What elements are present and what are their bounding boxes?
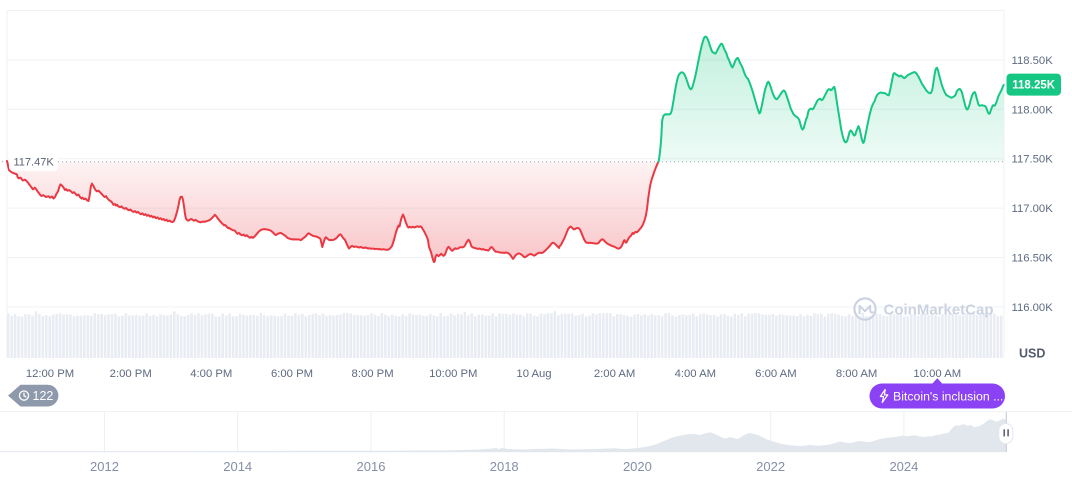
svg-text:Bitcoin's inclusion ...: Bitcoin's inclusion ...	[893, 390, 1003, 404]
svg-text:12:00 PM: 12:00 PM	[26, 368, 74, 380]
svg-text:10:00 AM: 10:00 AM	[913, 368, 961, 380]
svg-text:USD: USD	[1019, 347, 1045, 361]
svg-text:2:00 AM: 2:00 AM	[594, 368, 635, 380]
svg-text:118.50K: 118.50K	[1012, 55, 1054, 67]
svg-text:116.00K: 116.00K	[1012, 302, 1054, 314]
svg-text:122: 122	[33, 389, 54, 403]
svg-text:6:00 PM: 6:00 PM	[271, 368, 313, 380]
svg-text:6:00 AM: 6:00 AM	[755, 368, 796, 380]
svg-text:2022: 2022	[756, 459, 785, 474]
svg-text:2012: 2012	[90, 459, 119, 474]
svg-text:117.50K: 117.50K	[1012, 154, 1054, 166]
svg-text:4:00 AM: 4:00 AM	[675, 368, 716, 380]
svg-text:2018: 2018	[490, 459, 519, 474]
svg-text:2016: 2016	[357, 459, 386, 474]
svg-text:2024: 2024	[889, 459, 918, 474]
svg-text:2020: 2020	[623, 459, 652, 474]
svg-text:118.00K: 118.00K	[1012, 104, 1054, 116]
svg-text:117.00K: 117.00K	[1012, 203, 1054, 215]
svg-text:2:00 PM: 2:00 PM	[110, 368, 152, 380]
svg-text:10 Aug: 10 Aug	[516, 368, 551, 380]
svg-text:CoinMarketCap: CoinMarketCap	[884, 302, 994, 319]
svg-text:8:00 AM: 8:00 AM	[836, 368, 877, 380]
svg-text:2014: 2014	[223, 459, 252, 474]
svg-text:117.47K: 117.47K	[14, 157, 55, 169]
svg-text:118.25K: 118.25K	[1012, 80, 1056, 92]
svg-text:4:00 PM: 4:00 PM	[190, 368, 232, 380]
svg-text:116.50K: 116.50K	[1012, 253, 1054, 265]
svg-text:8:00 PM: 8:00 PM	[352, 368, 394, 380]
svg-text:10:00 PM: 10:00 PM	[429, 368, 477, 380]
